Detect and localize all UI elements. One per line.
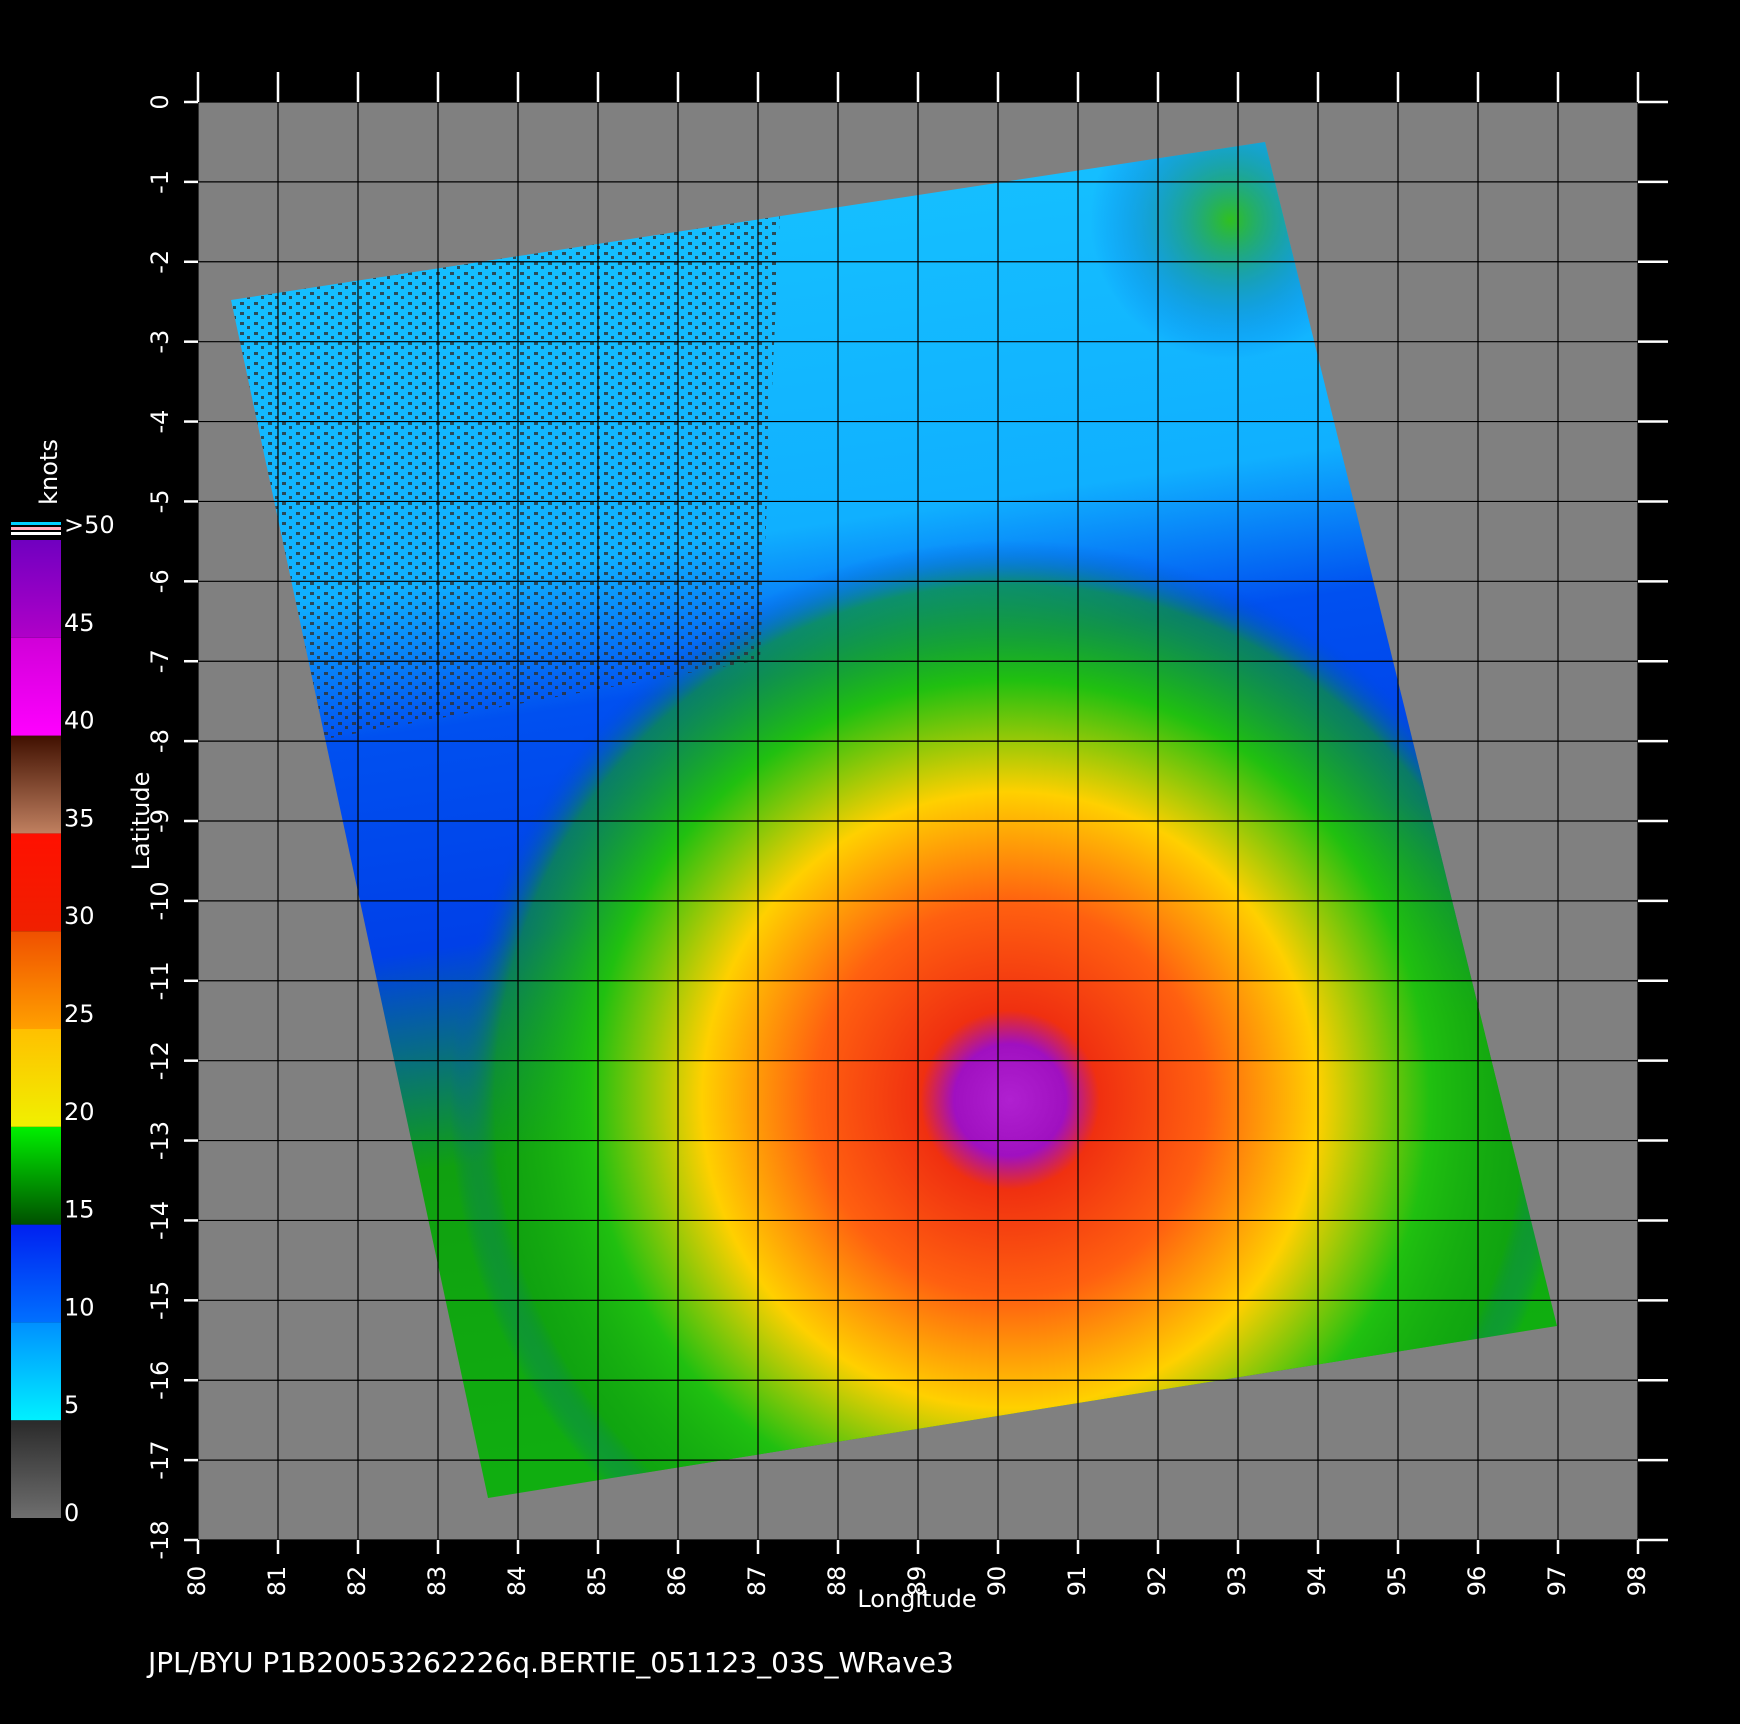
x-tick-label: 96 (1463, 1566, 1491, 1597)
colorbar (11, 522, 61, 1518)
colorbar-segment (11, 1126, 61, 1225)
x-tick-label: 93 (1223, 1566, 1251, 1597)
x-tick-label: 97 (1543, 1566, 1571, 1597)
colorbar-tick-label: 15 (64, 1196, 95, 1224)
y-tick-label: -5 (146, 489, 174, 513)
y-tick-label: 0 (146, 94, 174, 109)
x-tick-label: 86 (663, 1566, 691, 1597)
y-tick-label: -6 (146, 569, 174, 593)
colorbar-tick-label: 30 (64, 902, 95, 930)
x-tick-label: 80 (183, 1566, 211, 1597)
x-tick-label: 84 (503, 1566, 531, 1597)
colorbar-label: knots (35, 439, 63, 505)
x-tick-label: 87 (743, 1566, 771, 1597)
x-tick-label: 83 (423, 1566, 451, 1597)
y-tick-label: -3 (146, 330, 174, 354)
y-tick-label: -2 (146, 250, 174, 274)
x-tick-label: 89 (903, 1566, 931, 1597)
colorbar-tick-label: 45 (64, 609, 95, 637)
x-tick-label: 92 (1143, 1566, 1171, 1597)
y-tick-label: -9 (146, 809, 174, 833)
colorbar-tick-label: 20 (64, 1098, 95, 1126)
colorbar-segment (11, 931, 61, 1029)
y-tick-label: -16 (146, 1361, 174, 1400)
colorbar-segment (11, 1420, 61, 1518)
colorbar-segment (11, 637, 61, 736)
colorbar-cap (11, 522, 61, 525)
grid (198, 102, 1638, 1540)
x-tick-label: 88 (823, 1566, 851, 1597)
y-tick-label: -1 (146, 170, 174, 194)
colorbar-tick-label: 10 (64, 1293, 95, 1321)
y-tick-label: -11 (146, 961, 174, 1000)
colorbar-segment (11, 735, 61, 834)
colorbar-tick-label: 25 (64, 1000, 95, 1028)
colorbar-cap (11, 532, 61, 535)
y-tick-label: -13 (146, 1121, 174, 1160)
x-tick-label: 91 (1063, 1566, 1091, 1597)
y-tick-label: -10 (146, 881, 174, 920)
y-tick-label: -17 (146, 1441, 174, 1480)
x-tick-label: 98 (1623, 1566, 1651, 1597)
colorbar-segment (11, 1224, 61, 1323)
x-tick-label: 81 (263, 1566, 291, 1597)
y-tick-label: -14 (146, 1201, 174, 1240)
colorbar-segment (11, 1029, 61, 1127)
colorbar-segment (11, 540, 61, 638)
y-tick-label: -4 (146, 410, 174, 434)
y-tick-label: -12 (146, 1041, 174, 1080)
y-tick-label: -8 (146, 729, 174, 753)
colorbar-tick-label: 0 (64, 1499, 79, 1527)
colorbar-segment (11, 1322, 61, 1421)
colorbar-tick-label: >50 (64, 511, 115, 539)
x-tick-label: 85 (583, 1566, 611, 1597)
x-tick-label: 94 (1303, 1566, 1331, 1597)
footer: JPL/BYU P1B20053262226q.BERTIE_051123_03… (146, 1646, 954, 1679)
x-tick-label: 90 (983, 1566, 1011, 1597)
colorbar-tick-label: 40 (64, 707, 95, 735)
colorbar-cap (11, 527, 61, 530)
y-tick-label: -15 (146, 1281, 174, 1320)
colorbar-tick-label: 5 (64, 1391, 79, 1419)
x-tick-label: 95 (1383, 1566, 1411, 1597)
colorbar-segment (11, 833, 61, 932)
y-tick-label: -18 (146, 1520, 174, 1559)
low-wind-specks (231, 210, 780, 740)
y-axis-label: Latitude (127, 772, 155, 871)
y-tick-label: -7 (146, 649, 174, 673)
colorbar-tick-label: 35 (64, 804, 95, 832)
x-axis-label: Longitude (857, 1585, 976, 1613)
x-tick-label: 82 (343, 1566, 371, 1597)
